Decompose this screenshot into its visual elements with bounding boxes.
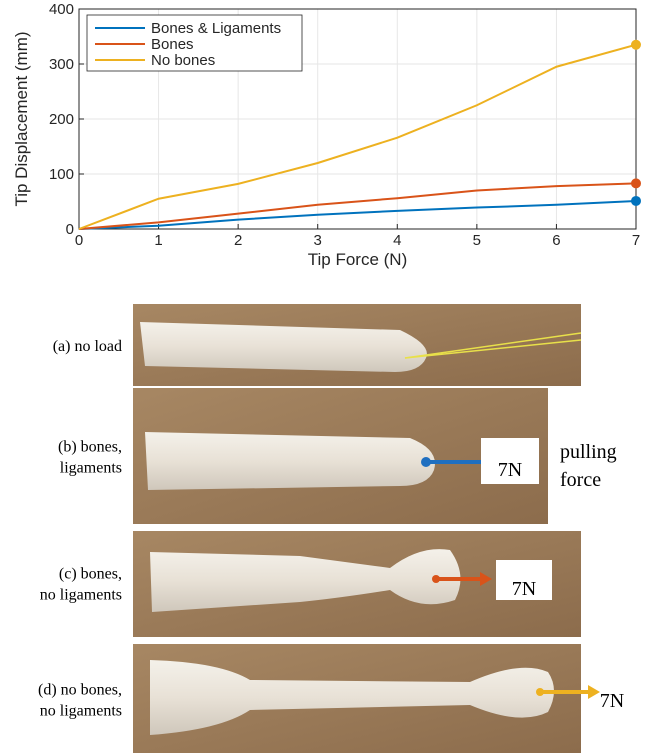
panel-label: (d) no bones, — [38, 682, 122, 699]
x-tick-label: 6 — [552, 232, 560, 249]
force-note: pulling — [560, 441, 617, 463]
y-tick-label: 100 — [49, 166, 74, 183]
photo-a — [133, 304, 581, 386]
panel-label: ligaments — [60, 460, 122, 477]
photo-d — [133, 644, 600, 753]
end-marker — [631, 178, 641, 188]
y-tick-label: 200 — [49, 111, 74, 128]
panel-label: no ligaments — [40, 703, 122, 720]
force-label: 7N — [600, 690, 624, 712]
photo-b — [133, 388, 620, 524]
x-axis-label: Tip Force (N) — [308, 250, 408, 269]
legend-label: Bones & Ligaments — [151, 20, 281, 37]
panel-label: (b) bones, — [58, 439, 122, 456]
end-marker — [631, 196, 641, 206]
y-axis-label: Tip Displacement (mm) — [12, 31, 31, 206]
x-tick-label: 4 — [393, 232, 401, 249]
force-label: 7N — [498, 459, 522, 481]
end-marker — [631, 40, 641, 50]
legend-label: Bones — [151, 36, 194, 53]
chart: 0 1 2 3 4 5 6 7 0 100 200 300 400 Tip Force (N) Tip Di… — [12, 1, 641, 269]
force-note: force — [560, 469, 601, 491]
figure: 0 1 2 3 4 5 6 7 0 100 200 300 400 Tip Force (N) Tip Di… — [0, 0, 657, 753]
y-tick-label: 400 — [49, 1, 74, 18]
x-tick-label: 2 — [234, 232, 242, 249]
panel-label: no ligaments — [40, 587, 122, 604]
x-tick-label: 5 — [473, 232, 481, 249]
x-tick-label: 1 — [154, 232, 162, 249]
panel-label: (c) bones, — [59, 566, 122, 583]
panel-label: (a) no load — [53, 338, 122, 355]
y-tick-label: 0 — [66, 221, 74, 238]
x-tick-label: 7 — [632, 232, 640, 249]
x-tick-label: 0 — [75, 232, 83, 249]
y-tick-label: 300 — [49, 56, 74, 73]
force-label: 7N — [512, 578, 536, 600]
legend-label: No bones — [151, 52, 215, 69]
x-tick-label: 3 — [314, 232, 322, 249]
